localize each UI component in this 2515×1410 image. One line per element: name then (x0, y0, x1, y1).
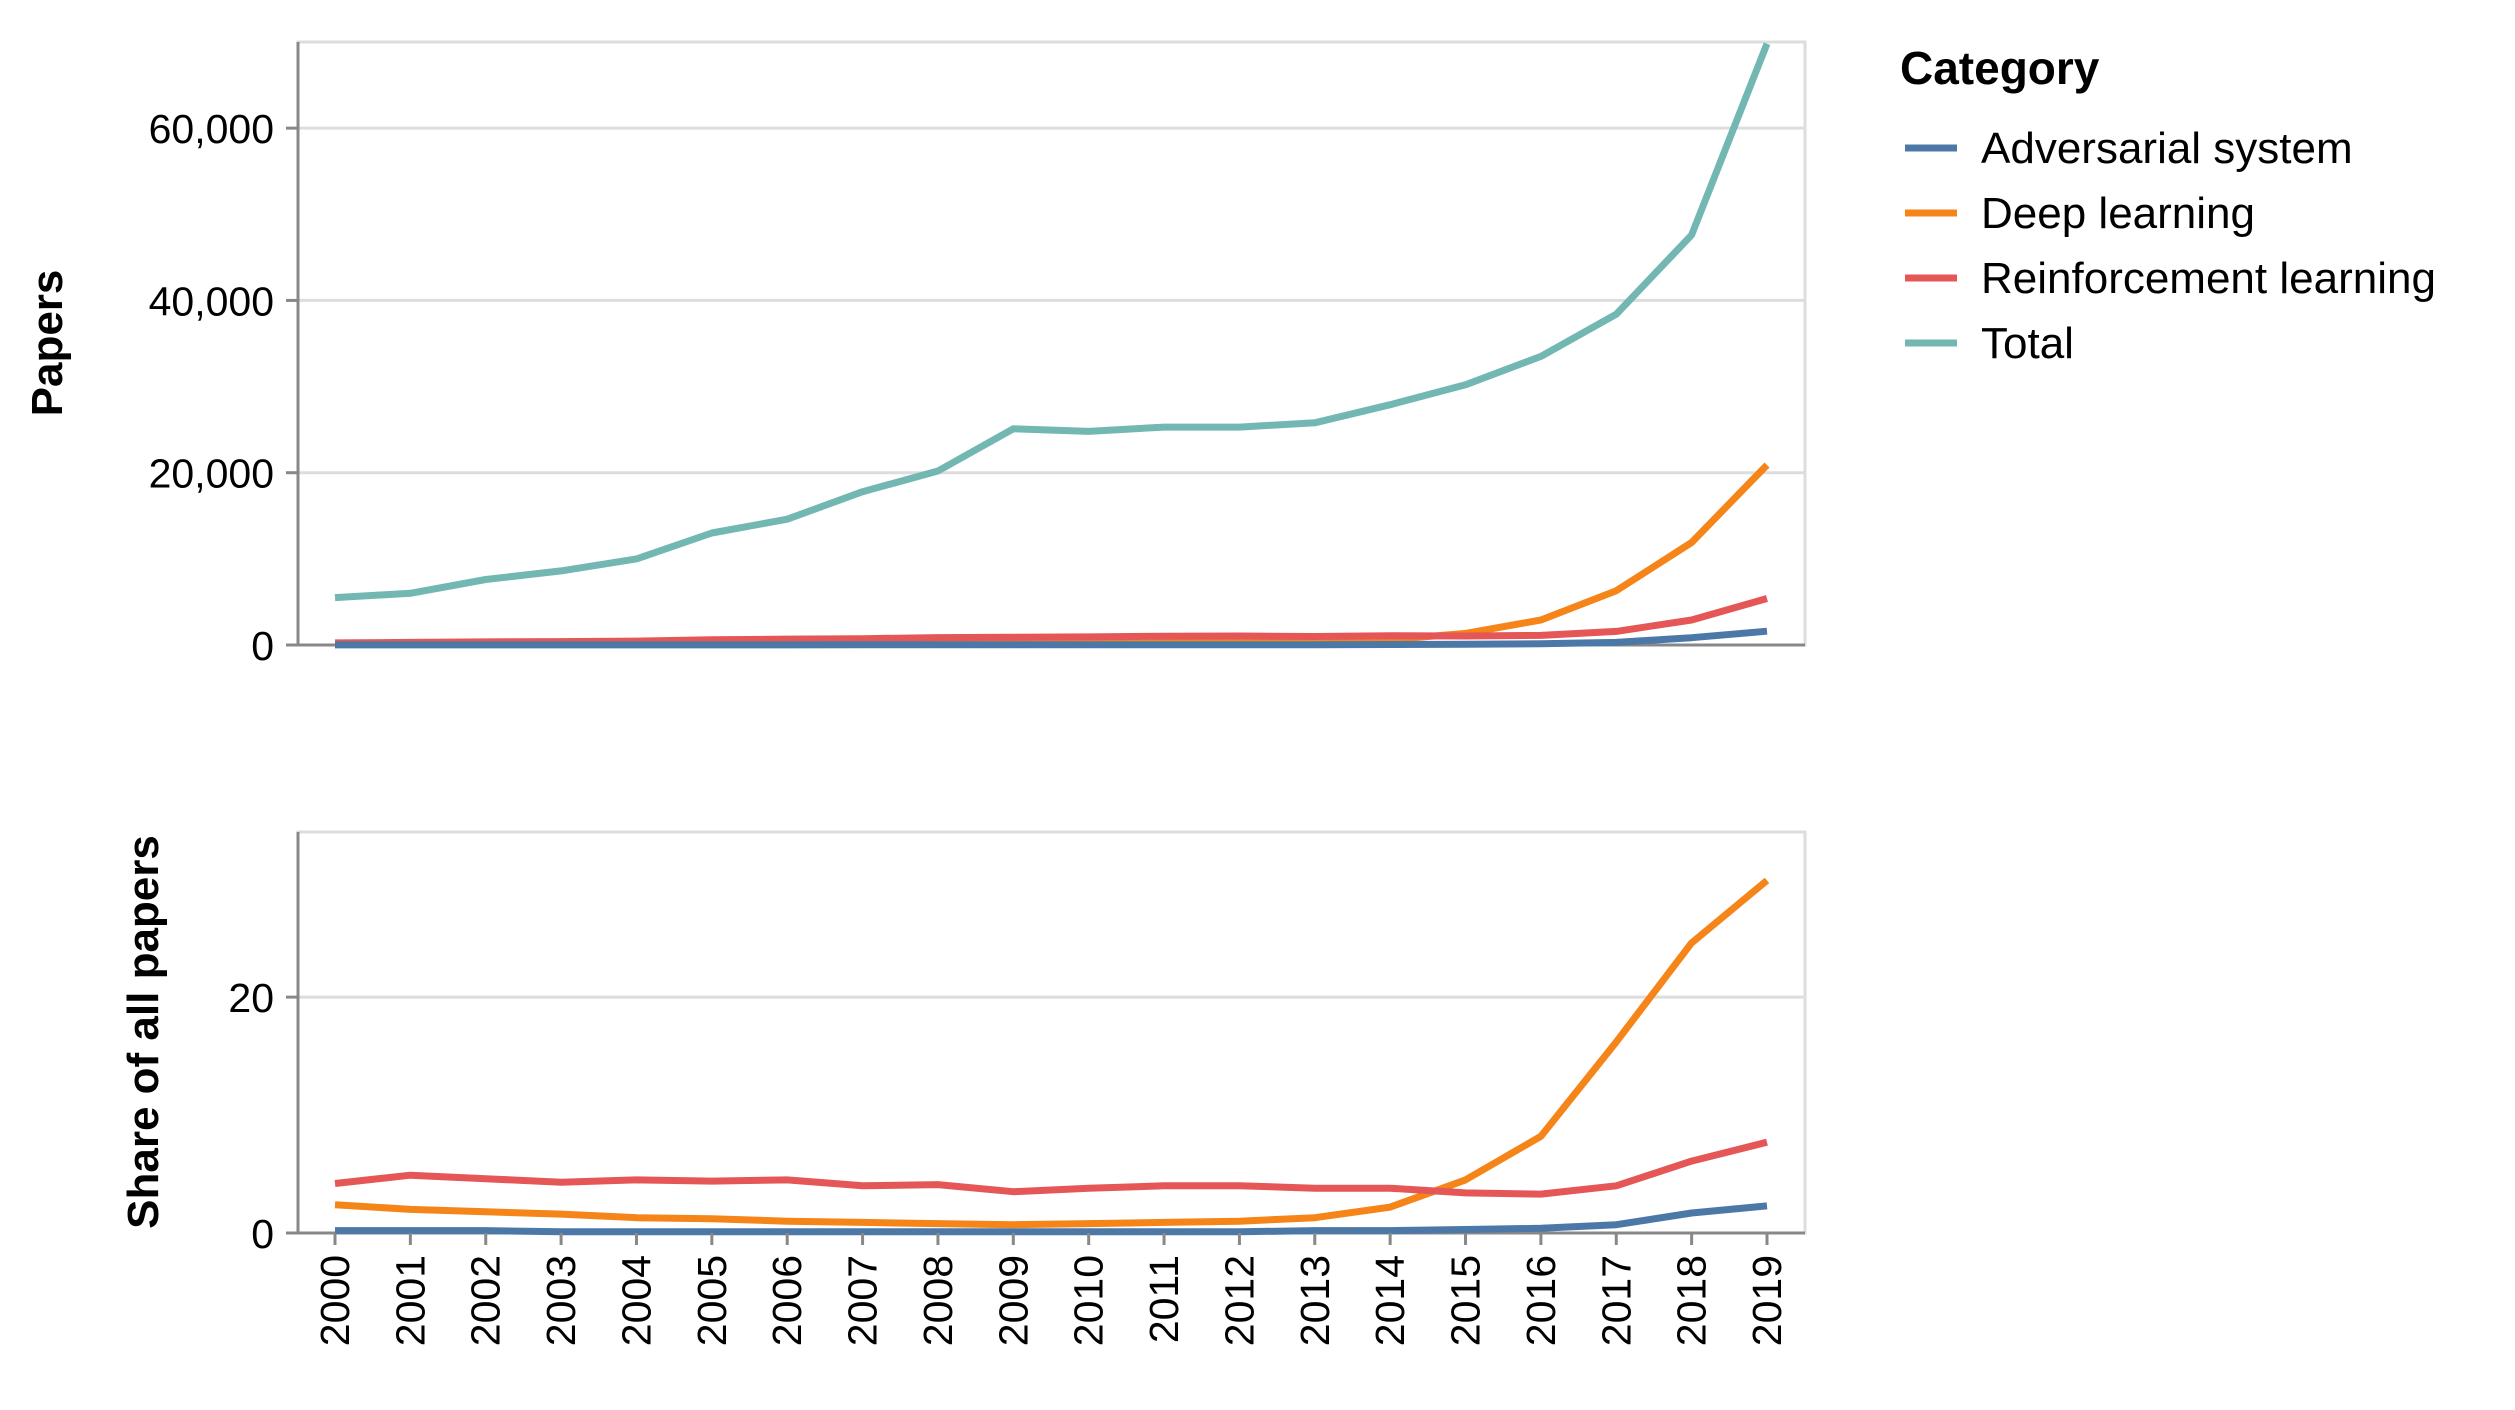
x-tick-label: 2007 (840, 1255, 886, 1346)
y-tick-label: 20,000 (149, 451, 274, 497)
plot-frame (296, 40, 1807, 647)
legend-label-reinforcement-learning: Reinforcement learning (1981, 254, 2436, 303)
x-tick-label: 2009 (990, 1255, 1036, 1346)
x-tick-label: 2019 (1744, 1255, 1790, 1346)
y-tick-label: 40,000 (149, 278, 274, 324)
x-tick-label: 2016 (1518, 1255, 1564, 1346)
y-tick-label: 60,000 (149, 106, 274, 152)
x-tick-label: 2001 (387, 1255, 433, 1346)
x-tick-label: 2008 (915, 1255, 961, 1346)
x-tick-label: 2005 (689, 1255, 735, 1346)
share-panel: 0 20 Share of all papers (119, 830, 1807, 1257)
legend-label-adversarial-system: Adversarial system (1981, 124, 2353, 173)
series-line-deep-learning (334, 877, 1770, 1229)
x-tick-label: 2014 (1367, 1255, 1413, 1346)
x-tick-label: 2013 (1292, 1255, 1338, 1346)
series-line-deep-learning (334, 462, 1770, 648)
x-tick-label: 2010 (1066, 1255, 1112, 1346)
series-line-reinforcement-learning (334, 1138, 1768, 1198)
x-tick-label: 2004 (613, 1255, 659, 1346)
x-tick-label: 2018 (1669, 1255, 1715, 1346)
papers-panel: 0 20,000 40,000 60,000 Papers (23, 40, 1807, 669)
x-tick-label: 2015 (1443, 1255, 1489, 1346)
x-axis: 2000 2001 2002 2003 2004 2005 2006 2007 2008 2009… (312, 1233, 1790, 1346)
series-line-adversarial-system (335, 627, 1768, 649)
legend-title: Category (1900, 42, 2100, 94)
y-tick-label: 0 (251, 1211, 274, 1257)
x-tick-label: 2000 (312, 1255, 358, 1346)
legend: Category Adversarial system Deep learning… (1900, 42, 2436, 368)
y-axis-title: Share of all papers (119, 835, 168, 1229)
series-line-reinforcement-learning (334, 595, 1768, 647)
series-line-total (334, 42, 1771, 602)
legend-label-deep-learning: Deep learning (1981, 189, 2255, 238)
x-tick-label: 2011 (1141, 1255, 1187, 1343)
x-tick-label: 2006 (764, 1255, 810, 1346)
x-tick-label: 2002 (463, 1255, 509, 1346)
y-tick-label: 20 (228, 975, 274, 1021)
legend-label-total: Total (1981, 319, 2074, 368)
y-axis-title: Papers (23, 270, 72, 417)
y-tick-label: 0 (251, 623, 274, 669)
x-tick-label: 2003 (538, 1255, 584, 1346)
series-line-adversarial-system (335, 1202, 1768, 1236)
x-tick-label: 2017 (1593, 1255, 1639, 1346)
plot-frame (296, 830, 1807, 1235)
x-tick-label: 2012 (1216, 1255, 1262, 1346)
